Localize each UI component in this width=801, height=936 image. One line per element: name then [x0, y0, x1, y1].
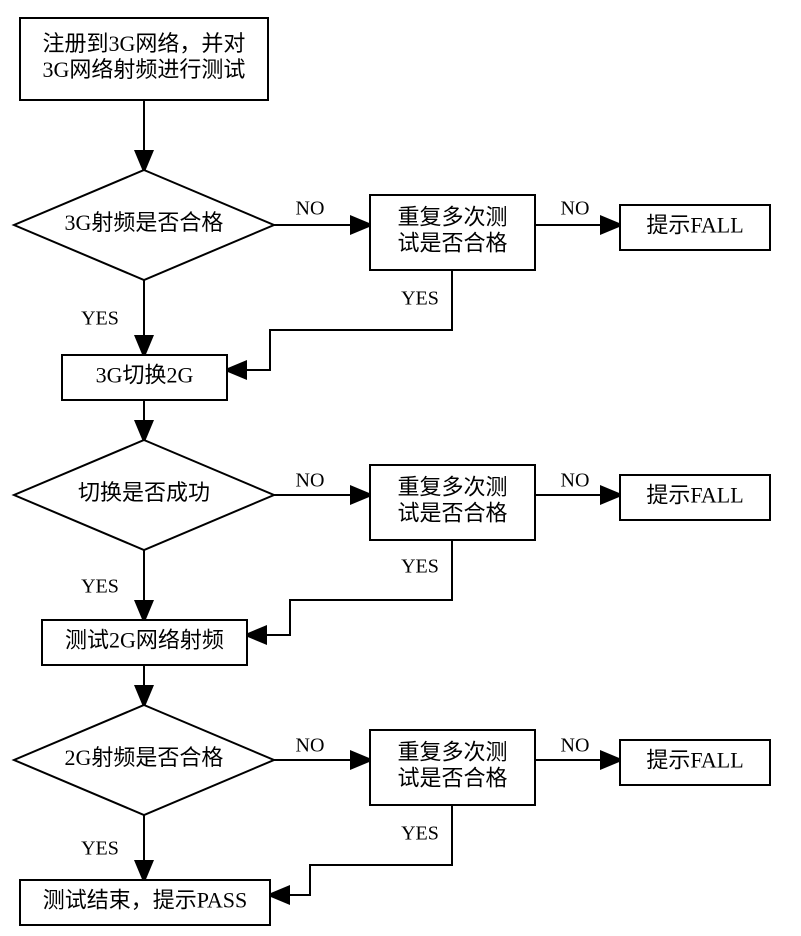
node-text-d1-0: 3G射频是否合格: [65, 210, 224, 235]
edge-label-e13: NO: [561, 735, 590, 757]
node-r3: 重复多次测试是否合格: [370, 730, 535, 805]
flowchart-diagram: NO NO YES YES NO NO YES YES NO NO YES YES 注册到3G网络，并…: [0, 0, 801, 936]
node-text-n1-0: 注册到3G网络，并对: [43, 31, 246, 56]
node-text-n2-0: 3G切换2G: [96, 363, 194, 388]
node-n4: 测试结束，提示PASS: [20, 880, 270, 925]
edge-e15: [270, 805, 452, 895]
node-text-f3-0: 提示FALL: [646, 748, 743, 773]
edge-label-e15: YES: [401, 823, 439, 845]
node-text-r2-0: 重复多次测: [397, 475, 507, 500]
node-f2: 提示FALL: [620, 475, 770, 520]
edge-label-e5: YES: [401, 288, 439, 310]
node-d2: 切换是否成功: [14, 440, 274, 550]
edge-label-e8: NO: [561, 470, 590, 492]
node-r1: 重复多次测试是否合格: [370, 195, 535, 270]
edge-e10: [247, 540, 452, 635]
edge-label-e3: NO: [561, 198, 590, 220]
node-text-n3-0: 测试2G网络射频: [65, 628, 224, 653]
node-text-r3-0: 重复多次测: [397, 740, 507, 765]
edge-label-e7: NO: [296, 470, 325, 492]
node-text-r3-1: 试是否合格: [397, 766, 507, 791]
node-text-r2-1: 试是否合格: [397, 501, 507, 526]
node-text-n1-1: 3G网络射频进行测试: [43, 57, 246, 82]
node-text-d2-0: 切换是否成功: [78, 480, 210, 505]
node-text-d3-0: 2G射频是否合格: [65, 745, 224, 770]
edge-label-e12: NO: [296, 735, 325, 757]
node-r2: 重复多次测试是否合格: [370, 465, 535, 540]
edge-label-e9: YES: [81, 576, 119, 598]
node-d1: 3G射频是否合格: [14, 170, 274, 280]
node-n3: 测试2G网络射频: [42, 620, 247, 665]
node-text-n4-0: 测试结束，提示PASS: [43, 888, 248, 913]
edge-label-e10: YES: [401, 556, 439, 578]
node-n1: 注册到3G网络，并对3G网络射频进行测试: [20, 18, 268, 100]
node-text-f2-0: 提示FALL: [646, 483, 743, 508]
edge-e5: [227, 270, 452, 370]
node-f3: 提示FALL: [620, 740, 770, 785]
node-text-r1-1: 试是否合格: [397, 231, 507, 256]
node-text-r1-0: 重复多次测: [397, 205, 507, 230]
node-f1: 提示FALL: [620, 205, 770, 250]
edge-label-e2: NO: [296, 198, 325, 220]
node-d3: 2G射频是否合格: [14, 705, 274, 815]
edge-label-e4: YES: [81, 308, 119, 330]
node-n2: 3G切换2G: [62, 355, 227, 400]
node-text-f1-0: 提示FALL: [646, 213, 743, 238]
edge-label-e14: YES: [81, 838, 119, 860]
